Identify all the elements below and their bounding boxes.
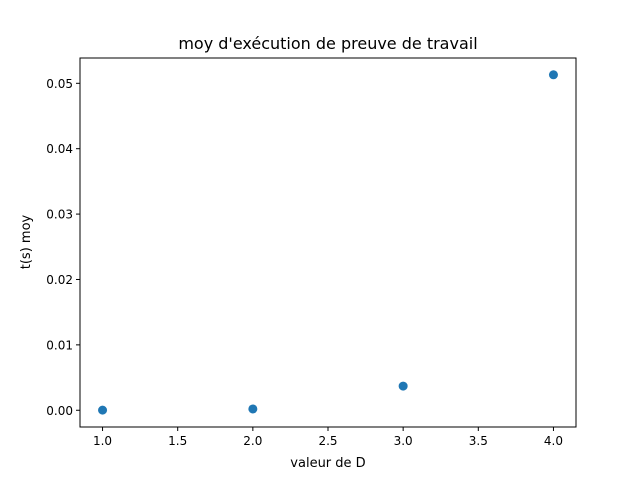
data-point: [98, 405, 108, 415]
x-tick-label: 2.5: [318, 434, 337, 448]
y-tick-label: 0.03: [46, 208, 73, 222]
data-point: [398, 381, 408, 391]
x-axis-ticks: 1.0 1.5 2.0 2.5 3.0 3.5 4.0: [93, 427, 563, 448]
y-axis-label: t(s) moy: [19, 214, 34, 269]
y-tick-label: 0.05: [46, 77, 73, 91]
y-tick-label: 0.04: [46, 142, 73, 156]
data-point: [248, 404, 258, 414]
chart-title: moy d'exécution de preuve de travail: [178, 34, 477, 53]
plot-frame: [79, 57, 577, 428]
data-points: [98, 70, 558, 415]
y-tick-label: 0.02: [46, 273, 73, 287]
x-tick-label: 4.0: [544, 434, 563, 448]
x-tick-label: 1.0: [93, 434, 112, 448]
y-tick-label: 0.01: [46, 338, 73, 352]
data-point: [548, 70, 558, 80]
y-tick-label: 0.00: [46, 404, 73, 418]
y-axis-ticks: 0.00 0.01 0.02 0.03 0.04 0.05: [46, 77, 80, 418]
x-tick-label: 1.5: [168, 434, 187, 448]
x-axis-label: valeur de D: [290, 456, 365, 471]
x-tick-label: 2.0: [243, 434, 262, 448]
x-tick-label: 3.0: [394, 434, 413, 448]
x-tick-label: 3.5: [469, 434, 488, 448]
